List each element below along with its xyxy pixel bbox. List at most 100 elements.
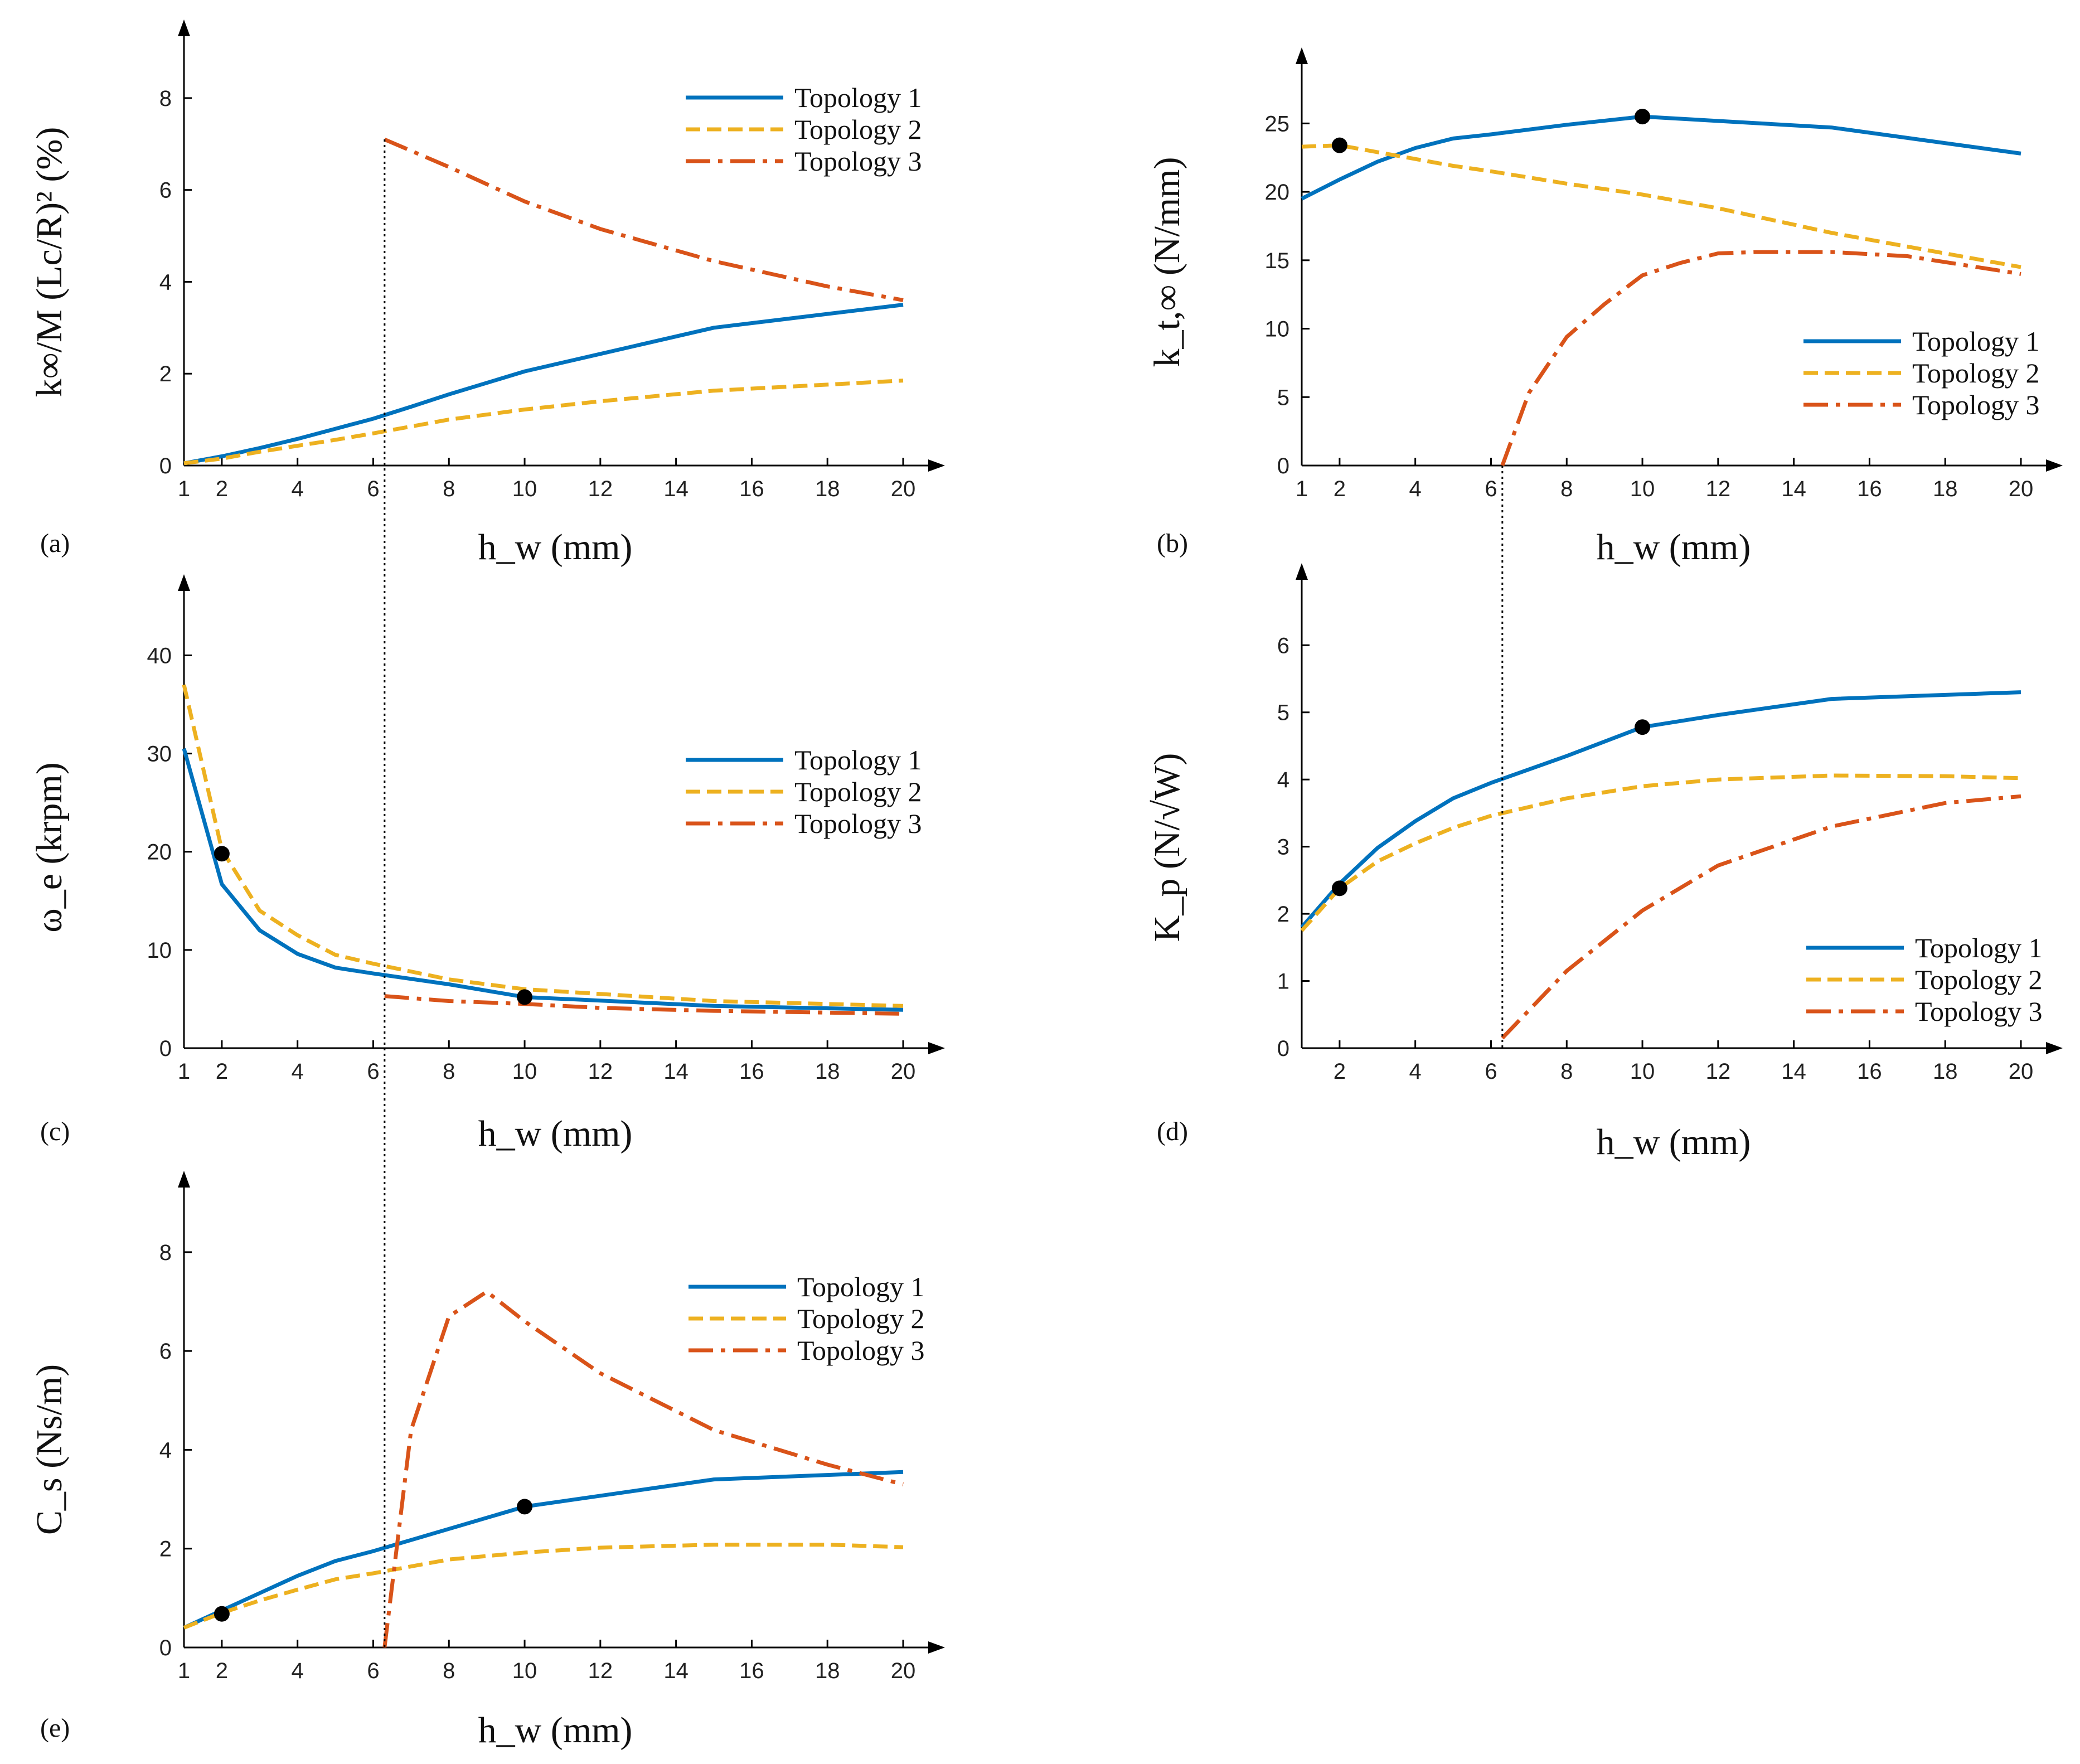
- highlight-point: [517, 1499, 533, 1515]
- x-tick-label: 10: [512, 477, 537, 501]
- series-line-topology-3: [382, 1290, 904, 1648]
- y-axis-arrow: [1296, 563, 1308, 580]
- series-line-topology-2: [183, 379, 904, 466]
- legend-label-topology-1: Topology 1: [794, 82, 922, 113]
- highlight-point: [1635, 109, 1651, 125]
- x-tick-label: 6: [367, 477, 379, 501]
- legend-label-topology-1: Topology 1: [1915, 932, 2042, 963]
- y-tick-label: 0: [159, 1036, 172, 1061]
- panel-a-ylabel: k∞/M (Lc/R)² (%): [29, 127, 70, 398]
- x-tick-label: 4: [292, 1659, 304, 1683]
- x-tick-label: 6: [1485, 477, 1497, 501]
- x-tick-label: 1: [178, 1659, 190, 1683]
- y-tick-label: 0: [159, 454, 172, 478]
- x-tick-label: 2: [216, 477, 228, 501]
- y-tick-label: 4: [159, 1438, 172, 1462]
- panel-a-xlabel: h_w (mm): [478, 527, 633, 568]
- series-line-topology-2: [1301, 143, 2021, 269]
- y-tick-label: 6: [1277, 633, 1289, 658]
- x-tick-label: 16: [739, 1659, 764, 1683]
- legend-label-topology-1: Topology 1: [794, 744, 922, 776]
- legend-label-topology-3: Topology 3: [797, 1335, 924, 1366]
- panel-c-xlabel: h_w (mm): [478, 1113, 633, 1154]
- reference-lines: [384, 139, 1504, 1647]
- series-line-topology-1: [1301, 114, 2021, 201]
- legend-label-topology-3: Topology 3: [794, 808, 922, 839]
- legend-label-topology-1: Topology 1: [1912, 326, 2039, 357]
- series-line-topology-3: [1500, 250, 2021, 467]
- legend-label-topology-2: Topology 2: [794, 776, 922, 807]
- x-tick-label: 1: [178, 477, 190, 501]
- y-axis-arrow: [178, 574, 190, 591]
- x-tick-label: 8: [443, 1659, 455, 1683]
- x-tick-label: 18: [1933, 1059, 1958, 1084]
- x-tick-label: 20: [2009, 477, 2034, 501]
- x-tick-label: 10: [512, 1659, 537, 1683]
- y-tick-label: 40: [147, 643, 172, 668]
- y-tick-label: 6: [159, 178, 172, 203]
- panel-c-ylabel: ω_e (krpm): [29, 762, 70, 933]
- y-tick-label: 20: [147, 840, 172, 865]
- x-tick-label: 16: [1857, 477, 1882, 501]
- legend-label-topology-2: Topology 2: [1915, 964, 2042, 995]
- x-tick-label: 12: [1706, 477, 1731, 501]
- y-tick-label: 15: [1265, 249, 1290, 273]
- series-line-topology-2: [1300, 773, 2021, 932]
- y-tick-label: 10: [147, 938, 172, 963]
- series-line-topology-3: [384, 994, 904, 1016]
- y-tick-label: 8: [159, 1240, 172, 1265]
- x-tick-label: 12: [588, 1059, 613, 1084]
- y-axis-arrow: [178, 1171, 190, 1188]
- panel-b-ylabel: k_t,∞ (N/mm): [1147, 157, 1187, 367]
- panel-e-xlabel: h_w (mm): [478, 1710, 633, 1751]
- panel-e-label: (e): [40, 1713, 70, 1743]
- x-tick-label: 16: [1857, 1059, 1882, 1084]
- x-tick-label: 18: [815, 477, 840, 501]
- series-line-topology-3: [384, 137, 904, 302]
- y-tick-label: 6: [159, 1339, 172, 1364]
- x-tick-label: 1: [1296, 477, 1308, 501]
- x-tick-label: 10: [1630, 1059, 1655, 1084]
- x-tick-label: 18: [815, 1059, 840, 1084]
- x-tick-label: 4: [292, 477, 304, 501]
- y-tick-label: 3: [1277, 835, 1289, 860]
- x-axis-arrow: [928, 1042, 945, 1054]
- panel-d-label: (d): [1157, 1117, 1188, 1146]
- highlight-point: [1331, 137, 1347, 153]
- y-tick-label: 4: [159, 270, 172, 294]
- legend-label-topology-3: Topology 3: [1915, 996, 2042, 1027]
- panel-d-ylabel: K_p (N/√W): [1147, 753, 1187, 942]
- y-tick-label: 4: [1277, 768, 1289, 792]
- y-tick-label: 2: [159, 362, 172, 386]
- series-line-topology-1: [183, 1470, 904, 1630]
- x-tick-label: 12: [1706, 1059, 1731, 1084]
- panel-c-label: (c): [40, 1117, 70, 1146]
- series-line-topology-3: [1501, 794, 2021, 1040]
- x-tick-label: 8: [443, 477, 455, 501]
- x-tick-label: 10: [1630, 477, 1655, 501]
- x-tick-label: 14: [663, 477, 689, 501]
- legend-label-topology-2: Topology 2: [1912, 357, 2039, 389]
- y-axis-arrow: [178, 20, 190, 36]
- y-tick-label: 0: [1277, 454, 1289, 478]
- x-axis-arrow: [2046, 459, 2063, 472]
- highlight-point: [214, 1606, 230, 1622]
- x-tick-label: 20: [2009, 1059, 2034, 1084]
- x-tick-label: 14: [663, 1659, 689, 1683]
- series-line-topology-1: [1300, 690, 2021, 929]
- x-axis-arrow: [928, 1641, 945, 1654]
- x-axis-arrow: [928, 459, 945, 472]
- x-tick-label: 12: [588, 477, 613, 501]
- y-tick-label: 1: [1277, 970, 1289, 994]
- x-tick-label: 10: [512, 1059, 537, 1084]
- legend-label-topology-2: Topology 2: [794, 114, 922, 145]
- x-tick-label: 8: [1560, 477, 1573, 501]
